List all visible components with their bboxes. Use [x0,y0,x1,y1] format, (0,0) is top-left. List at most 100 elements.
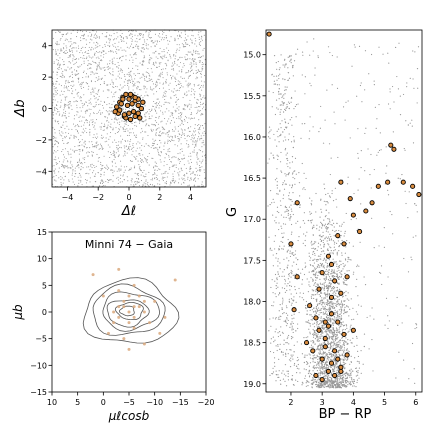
field-star [204,132,206,134]
field-star [175,166,177,169]
field-star [273,201,275,203]
field-star [283,258,285,260]
field-star [324,188,326,190]
field-star [343,310,345,312]
field-star [319,127,321,129]
field-star [286,257,288,259]
field-star [159,36,161,38]
field-star [330,324,332,326]
member-star [135,110,141,116]
field-star [93,146,95,148]
field-star [340,378,342,380]
field-star [322,302,324,304]
field-star [80,49,82,52]
field-star [161,178,163,180]
field-star [92,119,94,121]
field-star [114,139,116,141]
field-star [128,80,130,82]
field-star [167,120,169,122]
field-star [97,45,99,48]
field-star [279,292,281,295]
field-star [327,341,329,344]
field-star [200,56,203,58]
field-star [75,58,77,60]
field-star [63,107,65,109]
field-star [151,108,153,110]
field-star [187,83,189,85]
field-star [81,162,83,164]
field-star [203,134,205,137]
field-star [314,281,316,284]
field-star [71,50,73,52]
field-star [389,91,391,93]
field-star [287,56,289,58]
field-star [79,174,81,176]
field-star [172,173,174,175]
field-star [54,119,56,121]
field-star [100,68,102,70]
field-star [54,109,56,112]
field-star [70,134,72,136]
field-star [93,95,95,97]
field-star [320,105,322,108]
field-star [293,108,295,110]
field-star [175,128,177,130]
field-star [160,161,162,163]
field-star [316,304,319,307]
field-star [280,104,282,106]
field-star [326,328,329,330]
field-star [114,156,116,158]
field-star [192,49,195,51]
field-star [193,135,195,137]
field-star [179,159,181,161]
field-star [117,156,119,158]
field-star [76,100,79,103]
field-star [67,82,69,84]
field-star [66,142,68,145]
field-star [130,167,132,169]
field-star [193,51,195,53]
field-star [150,46,152,48]
field-star [142,138,144,140]
field-star [188,70,190,72]
field-star [61,50,63,52]
field-star [55,94,57,96]
field-star [154,120,156,122]
field-star [79,150,81,152]
field-star [85,51,87,53]
field-star [63,76,66,78]
field-star [322,250,324,252]
field-star [129,73,131,75]
field-star [182,179,184,181]
field-star [318,378,320,380]
field-star [103,181,105,183]
field-star [99,59,101,62]
field-star [291,116,293,119]
field-star [305,385,307,387]
field-star [148,171,150,174]
field-star [129,81,132,84]
field-star [122,38,125,40]
field-star [135,65,137,67]
field-star [325,270,327,273]
field-star [157,148,159,151]
field-star [295,301,297,303]
field-star [122,138,124,140]
field-star [57,44,59,46]
field-star [76,165,78,168]
field-star [337,345,339,347]
field-star [79,120,81,122]
field-star [95,77,97,79]
field-star [150,68,152,70]
field-star [158,139,161,142]
field-star [145,71,147,73]
field-star [182,124,184,126]
field-star [340,276,342,278]
field-star [92,185,95,187]
field-star [343,344,345,347]
field-star [60,126,62,128]
field-star [61,177,63,179]
field-star [303,222,306,224]
field-star [320,346,322,348]
field-star [121,40,123,42]
